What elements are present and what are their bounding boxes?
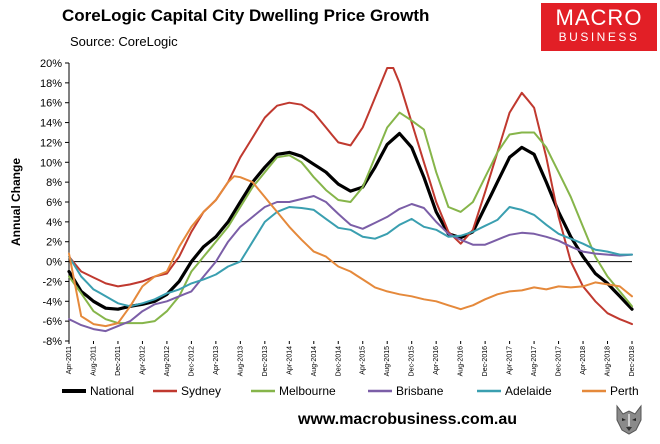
x-tick-label: Apr-2016 bbox=[433, 346, 440, 375]
x-tick-label: Aug-2011 bbox=[90, 346, 97, 376]
y-tick-label: 2% bbox=[46, 237, 62, 249]
x-tick-label: Aug-2012 bbox=[164, 346, 171, 376]
y-tick-label: 16% bbox=[40, 98, 62, 110]
x-tick-label: Apr-2015 bbox=[360, 346, 367, 375]
x-tick-label: Apr-2011 bbox=[66, 346, 73, 374]
legend-label-perth: Perth bbox=[610, 384, 639, 398]
x-tick-label: Dec-2016 bbox=[482, 346, 489, 376]
y-tick-label: 14% bbox=[40, 118, 62, 130]
x-tick-label: Aug-2014 bbox=[311, 346, 318, 376]
y-tick-label: 18% bbox=[40, 78, 62, 90]
y-tick-label: 20% bbox=[40, 58, 62, 70]
series-line-brisbane bbox=[68, 195, 633, 333]
logo-line-2: BUSINESS bbox=[558, 30, 640, 44]
x-tick-label: Dec-2011 bbox=[115, 346, 122, 376]
x-tick-label: Dec-2018 bbox=[629, 346, 636, 376]
y-tick-label: 4% bbox=[46, 217, 62, 229]
x-tick-label: Aug-2016 bbox=[458, 346, 465, 376]
x-tick-label: Aug-2015 bbox=[384, 346, 391, 376]
chart-series bbox=[67, 67, 634, 333]
website-url[interactable]: www.macrobusiness.com.au bbox=[298, 411, 518, 428]
chart-legend: National Sydney Melbourne Brisbane Adelaide P… bbox=[62, 384, 639, 398]
y-tick-label: -8% bbox=[42, 336, 62, 348]
series-line-adelaide bbox=[68, 206, 633, 308]
x-tick-label: Dec-2013 bbox=[262, 346, 269, 376]
series-line-perth bbox=[68, 175, 633, 328]
wolf-icon bbox=[616, 404, 642, 435]
y-tick-label: -4% bbox=[42, 296, 62, 308]
logo-line-1: MACRO bbox=[555, 5, 643, 30]
y-tick-label: 12% bbox=[40, 137, 62, 149]
legend-label-brisbane: Brisbane bbox=[396, 384, 444, 398]
x-tick-label: Aug-2013 bbox=[237, 346, 244, 376]
x-tick-label: Aug-2018 bbox=[605, 346, 612, 376]
chart-title: CoreLogic Capital City Dwelling Price Gr… bbox=[62, 6, 430, 25]
series-line-national bbox=[67, 131, 634, 311]
x-tick-label: Apr-2017 bbox=[507, 346, 514, 375]
series-line-sydney bbox=[68, 67, 633, 326]
x-tick-label: Aug-2017 bbox=[531, 346, 538, 376]
x-tick-label: Apr-2018 bbox=[580, 346, 587, 375]
y-tick-label: -6% bbox=[42, 316, 62, 328]
chart-source: Source: CoreLogic bbox=[70, 34, 178, 49]
y-tick-label: 10% bbox=[40, 157, 62, 169]
legend-label-sydney: Sydney bbox=[181, 384, 221, 398]
y-tick-label: -2% bbox=[42, 276, 62, 288]
x-tick-label: Dec-2012 bbox=[188, 346, 195, 376]
x-tick-label: Apr-2013 bbox=[213, 346, 220, 375]
legend-label-adelaide: Adelaide bbox=[505, 384, 552, 398]
chart-axes: -8% -6% -4% -2% 0% 2% 4% 6% 8% 10% 12% 14% 16% 18% 20%… bbox=[9, 58, 636, 376]
x-tick-label: Apr-2012 bbox=[139, 346, 146, 375]
y-axis-title: Annual Change bbox=[9, 158, 23, 246]
legend-label-melbourne: Melbourne bbox=[279, 384, 336, 398]
y-tick-label: 6% bbox=[46, 197, 62, 209]
y-tick-label: 0% bbox=[46, 257, 62, 269]
series-line-melbourne bbox=[68, 111, 633, 325]
x-tick-label: Dec-2015 bbox=[409, 346, 416, 376]
x-tick-label: Dec-2017 bbox=[556, 346, 563, 376]
x-tick-label: Apr-2014 bbox=[286, 346, 293, 375]
y-tick-label: 8% bbox=[46, 177, 62, 189]
x-tick-label: Dec-2014 bbox=[335, 346, 342, 376]
legend-label-national: National bbox=[90, 384, 134, 398]
macrobusiness-logo[interactable]: MACRO BUSINESS bbox=[541, 3, 657, 51]
